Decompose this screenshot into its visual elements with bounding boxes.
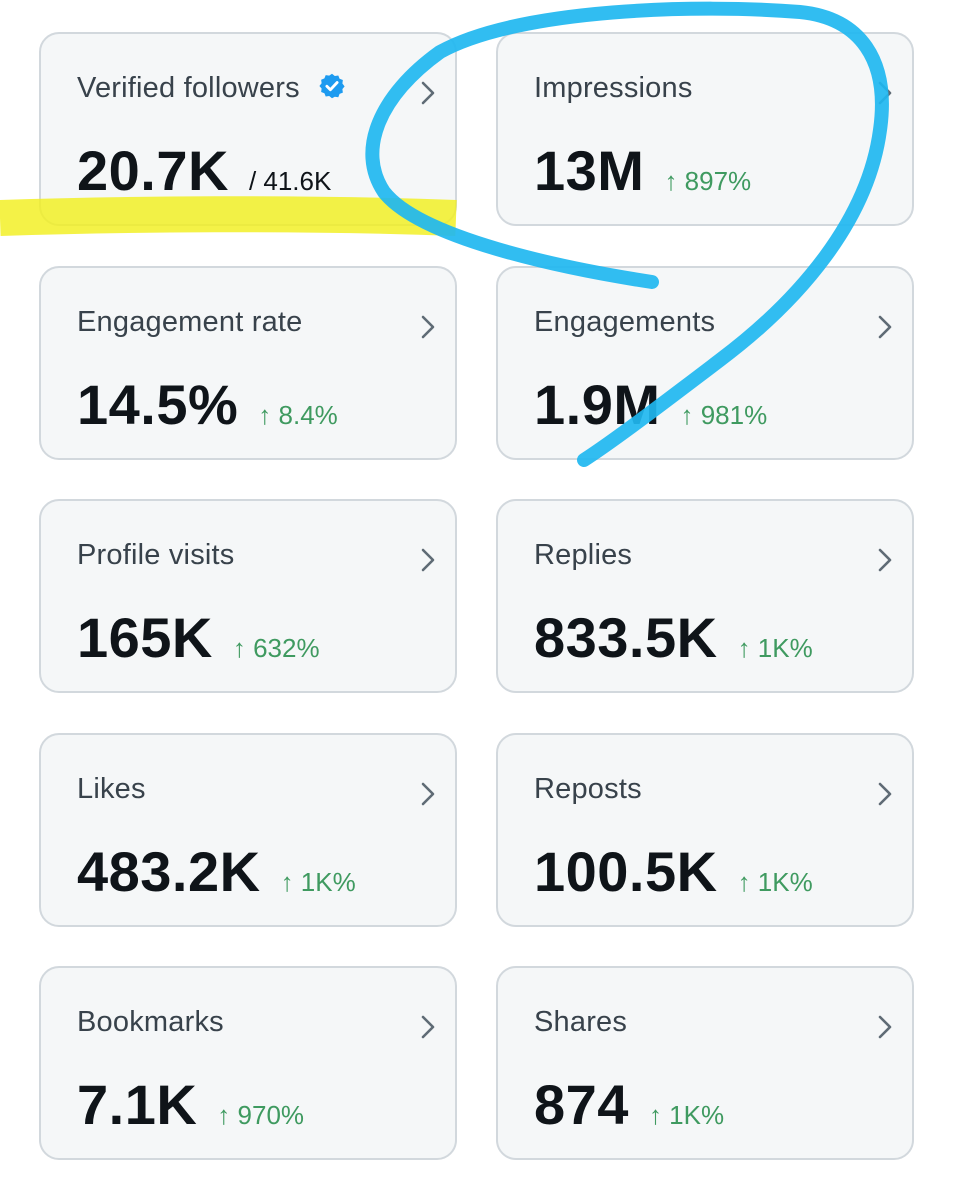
card-value-row: 833.5K ↑ 1K%	[534, 605, 813, 670]
card-engagement-rate[interactable]: Engagement rate 14.5% ↑ 8.4%	[39, 266, 457, 460]
verified-badge-icon	[319, 73, 345, 99]
card-reposts[interactable]: Reposts 100.5K ↑ 1K%	[496, 733, 914, 927]
chevron-right-icon	[421, 315, 435, 339]
card-change: ↑ 1K%	[648, 1100, 725, 1130]
chevron-right-icon	[421, 81, 435, 105]
card-value: 874	[534, 1073, 629, 1136]
card-title: Replies	[534, 539, 633, 571]
card-change: ↑ 1K%	[280, 867, 356, 897]
card-title: Profile visits	[77, 539, 235, 571]
card-replies[interactable]: Replies 833.5K ↑ 1K%	[496, 499, 914, 693]
card-value-row: 7.1K ↑ 970%	[77, 1072, 304, 1137]
card-value: 100.5K	[534, 840, 718, 903]
card-change: ↑ 970%	[217, 1100, 305, 1130]
card-title: Likes	[77, 773, 146, 805]
card-likes[interactable]: Likes 483.2K ↑ 1K%	[39, 733, 457, 927]
card-value-row: 483.2K ↑ 1K%	[77, 839, 356, 904]
card-value-row: 13M ↑ 897%	[534, 138, 751, 203]
card-change: ↑ 981%	[680, 400, 768, 430]
card-change: ↑ 1K%	[737, 867, 813, 897]
card-change: ↑ 632%	[232, 633, 320, 663]
chevron-right-icon	[878, 548, 892, 572]
card-title: Engagements	[534, 306, 716, 338]
chevron-right-icon	[421, 782, 435, 806]
chevron-right-icon	[878, 782, 892, 806]
card-value-row: 100.5K ↑ 1K%	[534, 839, 813, 904]
chevron-right-icon	[878, 315, 892, 339]
card-title: Shares	[534, 1006, 628, 1038]
card-value-row: 165K ↑ 632%	[77, 605, 320, 670]
card-profile-visits[interactable]: Profile visits 165K ↑ 632%	[39, 499, 457, 693]
card-bookmarks[interactable]: Bookmarks 7.1K ↑ 970%	[39, 966, 457, 1160]
card-title: Verified followers	[77, 72, 346, 105]
chevron-right-icon	[878, 81, 892, 105]
card-value: 483.2K	[77, 840, 261, 903]
card-value-row: 1.9M ↑ 981%	[534, 372, 767, 437]
card-impressions[interactable]: Impressions 13M ↑ 897%	[496, 32, 914, 226]
card-engagements[interactable]: Engagements 1.9M ↑ 981%	[496, 266, 914, 460]
card-value-row: 874 ↑ 1K%	[534, 1072, 724, 1137]
card-title-label: Verified followers	[77, 72, 300, 104]
card-title: Impressions	[534, 72, 693, 104]
card-value: 20.7K	[77, 139, 229, 202]
card-verified-followers[interactable]: Verified followers 20.7K / 41.6K	[39, 32, 457, 226]
chevron-right-icon	[421, 1015, 435, 1039]
chevron-right-icon	[878, 1015, 892, 1039]
card-total: / 41.6K	[248, 166, 332, 196]
card-change: ↑ 1K%	[737, 633, 813, 663]
card-title: Bookmarks	[77, 1006, 224, 1038]
card-value: 165K	[77, 606, 213, 669]
card-title: Engagement rate	[77, 306, 303, 338]
card-value: 13M	[534, 139, 645, 202]
card-change: ↑ 897%	[664, 166, 752, 196]
card-value: 14.5%	[77, 373, 239, 436]
card-title: Reposts	[534, 773, 642, 805]
card-change: ↑ 8.4%	[258, 400, 338, 430]
card-shares[interactable]: Shares 874 ↑ 1K%	[496, 966, 914, 1160]
card-value: 833.5K	[534, 606, 718, 669]
card-value-row: 20.7K / 41.6K	[77, 138, 331, 203]
card-value-row: 14.5% ↑ 8.4%	[77, 372, 338, 437]
card-value: 1.9M	[534, 373, 661, 436]
chevron-right-icon	[421, 548, 435, 572]
card-value: 7.1K	[77, 1073, 198, 1136]
